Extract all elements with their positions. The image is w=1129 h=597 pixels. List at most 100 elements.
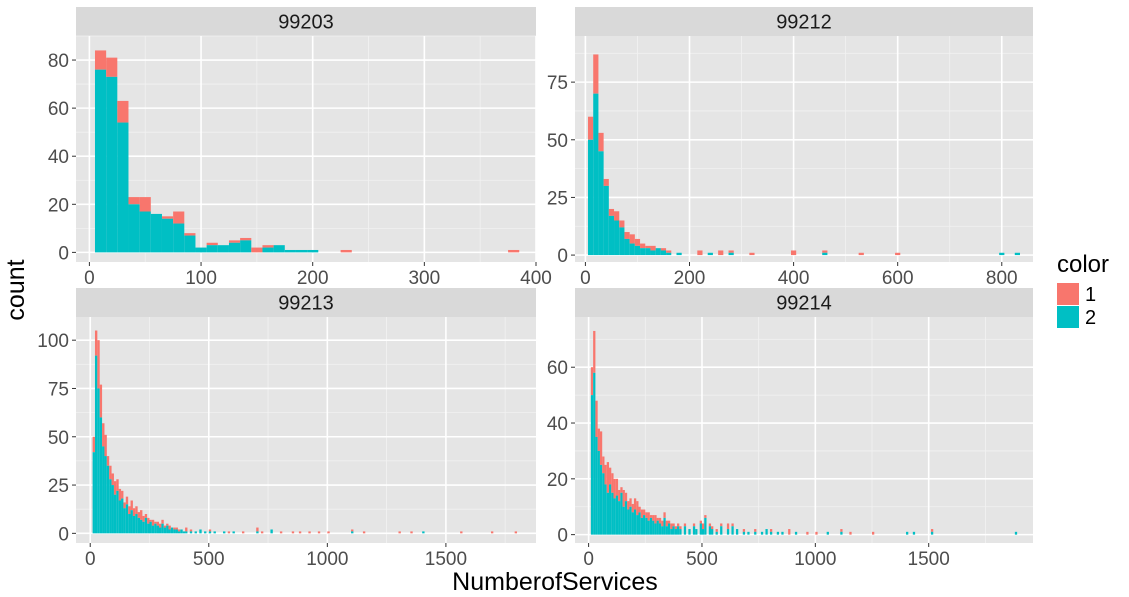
bar-color-2 xyxy=(123,508,126,534)
bar-color-2 xyxy=(624,501,628,535)
bar-color-1 xyxy=(298,531,302,534)
bar-color-1 xyxy=(670,523,673,530)
bar-color-2 xyxy=(711,529,714,535)
bar-color-2 xyxy=(665,526,668,535)
bar-color-2 xyxy=(351,531,354,534)
bar-color-1 xyxy=(872,531,875,535)
bar-color-2 xyxy=(189,531,193,534)
y-tick-label: 0 xyxy=(557,246,568,267)
bar-color-2 xyxy=(602,473,605,535)
bar-color-2 xyxy=(195,247,207,253)
bar-color-1 xyxy=(588,116,594,140)
bar-color-1 xyxy=(649,515,653,518)
bar-color-1 xyxy=(130,500,133,511)
y-tick-label: 20 xyxy=(48,195,69,216)
bar-color-1 xyxy=(683,523,687,527)
bar-color-1 xyxy=(661,520,664,527)
bar-color-1 xyxy=(151,519,155,526)
bar-color-1 xyxy=(593,54,599,94)
bar-color-1 xyxy=(652,515,655,521)
bar-color-1 xyxy=(118,488,122,501)
bar-color-2 xyxy=(629,506,632,535)
bar-color-2 xyxy=(661,526,664,535)
bar-color-2 xyxy=(663,517,666,535)
panel-99203: 99203 0 100 200 300 400 0 20 40 60 80 xyxy=(48,7,552,289)
bar-color-2 xyxy=(177,531,181,534)
bar-color-2 xyxy=(597,450,600,535)
y-tick-label: 75 xyxy=(547,73,568,94)
bar-color-1 xyxy=(327,531,330,534)
bar-color-2 xyxy=(708,526,712,535)
bar-color-2 xyxy=(132,515,136,534)
bar-color-1 xyxy=(94,330,98,356)
bar-color-1 xyxy=(227,531,231,534)
bar-color-2 xyxy=(769,531,773,535)
y-tick-label: 60 xyxy=(48,99,69,120)
bar-color-1 xyxy=(672,523,675,527)
bar-color-2 xyxy=(715,531,718,535)
bar-color-1 xyxy=(156,521,159,526)
bar-color-2 xyxy=(135,514,138,534)
facet-strip-label: 99212 xyxy=(776,12,832,34)
bar-color-2 xyxy=(151,525,155,534)
bar-color-2 xyxy=(742,531,746,535)
bar-color-2 xyxy=(645,248,651,256)
bar-color-2 xyxy=(140,519,143,534)
panel-99212: 99212 0 200 400 600 800 0 25 50 75 xyxy=(547,7,1033,289)
panel-background xyxy=(76,317,536,543)
bar-color-2 xyxy=(676,252,682,256)
bar-color-1 xyxy=(142,515,145,522)
bar-color-1 xyxy=(106,456,110,466)
facet-strip-label: 99214 xyxy=(776,293,832,315)
bar-color-2 xyxy=(228,242,241,253)
bar-color-2 xyxy=(168,529,171,534)
bar-color-1 xyxy=(256,527,259,532)
bar-color-2 xyxy=(588,139,594,256)
bar-color-1 xyxy=(638,506,641,513)
bar-color-2 xyxy=(213,531,216,534)
bar-color-2 xyxy=(634,245,641,256)
bar-color-1 xyxy=(166,523,169,526)
bar-color-1 xyxy=(656,517,659,521)
bar-color-2 xyxy=(794,531,798,535)
bar-color-1 xyxy=(849,531,852,535)
y-tick-label: 25 xyxy=(547,188,568,209)
bar-color-1 xyxy=(121,490,124,499)
bar-color-1 xyxy=(704,515,707,518)
bar-color-1 xyxy=(340,249,352,253)
x-tick-label: 400 xyxy=(778,268,810,289)
bar-color-1 xyxy=(769,529,773,532)
bar-color-2 xyxy=(666,252,672,256)
bar-color-2 xyxy=(674,529,678,535)
x-tick-label: 500 xyxy=(686,549,718,570)
bar-color-1 xyxy=(123,502,126,509)
bar-color-1 xyxy=(125,496,129,505)
bar-color-1 xyxy=(726,523,730,530)
bar-color-2 xyxy=(256,531,259,534)
bar-color-2 xyxy=(104,456,107,534)
facet-strip xyxy=(575,288,1033,317)
bar-color-1 xyxy=(663,512,666,518)
bar-color-2 xyxy=(688,529,691,535)
bar-color-1 xyxy=(731,523,734,527)
bar-color-1 xyxy=(634,238,641,246)
bar-color-1 xyxy=(351,529,354,532)
bar-color-2 xyxy=(1014,531,1018,535)
bar-color-1 xyxy=(665,520,668,527)
bar-color-1 xyxy=(599,431,603,465)
bar-color-1 xyxy=(788,529,791,535)
bar-color-1 xyxy=(715,529,718,532)
bar-color-2 xyxy=(631,512,634,535)
bar-color-1 xyxy=(754,529,757,532)
bar-color-1 xyxy=(149,519,152,522)
bar-color-1 xyxy=(806,531,809,535)
bar-color-2 xyxy=(223,531,226,534)
bar-color-1 xyxy=(154,521,157,524)
bar-color-1 xyxy=(111,473,114,486)
bar-color-2 xyxy=(622,506,625,535)
bar-color-1 xyxy=(362,531,366,534)
x-tick-label: 400 xyxy=(520,268,552,289)
y-axis-title: count xyxy=(2,259,30,320)
bar-color-2 xyxy=(683,526,687,535)
bar-color-2 xyxy=(121,498,124,534)
